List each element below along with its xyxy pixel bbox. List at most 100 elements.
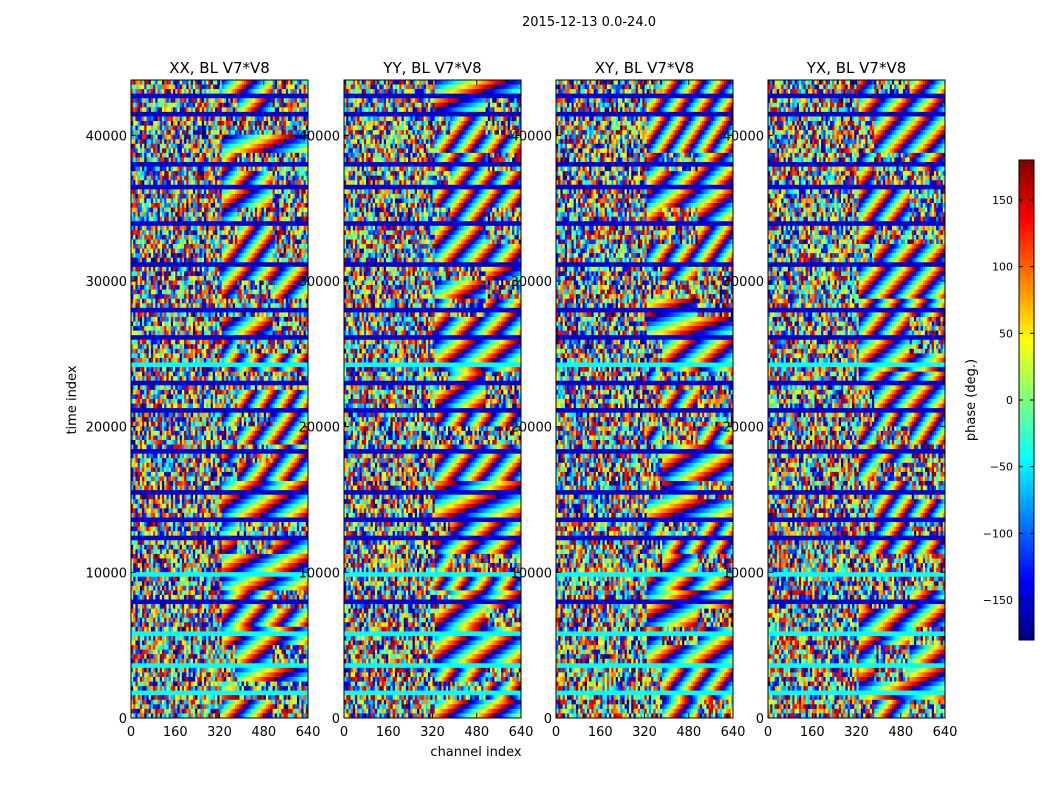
heatmap-cell bbox=[131, 134, 134, 140]
heatmap-cell bbox=[268, 216, 271, 222]
heatmap-cell bbox=[190, 230, 194, 236]
heatmap-cell bbox=[268, 111, 271, 117]
heatmap-cell bbox=[177, 248, 181, 254]
heatmap-cell bbox=[243, 166, 247, 172]
heatmap-cell bbox=[177, 180, 181, 186]
heatmap-cell bbox=[150, 80, 154, 85]
heatmap-cell bbox=[201, 130, 205, 136]
heatmap-cell bbox=[252, 148, 256, 154]
heatmap-cell bbox=[232, 143, 236, 149]
heatmap-cell bbox=[259, 244, 262, 250]
heatmap-cell bbox=[219, 234, 223, 240]
heatmap-cell bbox=[239, 171, 243, 177]
heatmap-cell bbox=[292, 148, 296, 154]
heatmap-cell bbox=[228, 148, 231, 154]
heatmap-cell bbox=[135, 157, 139, 163]
heatmap-cell bbox=[252, 107, 256, 113]
heatmap-cell bbox=[303, 289, 307, 295]
heatmap-cell bbox=[181, 166, 185, 172]
heatmap-cell bbox=[146, 93, 150, 99]
heatmap-cell bbox=[232, 152, 236, 158]
heatmap-cell bbox=[303, 189, 307, 195]
heatmap-cell bbox=[292, 280, 296, 286]
heatmap-cell bbox=[135, 143, 139, 149]
heatmap-cell bbox=[137, 212, 141, 218]
heatmap-cell bbox=[166, 102, 170, 108]
heatmap-cell bbox=[283, 189, 287, 195]
heatmap-cell bbox=[232, 348, 236, 354]
heatmap-cell bbox=[288, 139, 291, 145]
heatmap-cell bbox=[184, 166, 187, 172]
heatmap-cell bbox=[170, 326, 174, 332]
heatmap-cell bbox=[272, 107, 276, 113]
heatmap-cell bbox=[221, 253, 225, 259]
heatmap-cell bbox=[223, 180, 227, 186]
heatmap-cell bbox=[248, 134, 251, 140]
heatmap-cell bbox=[281, 230, 285, 236]
heatmap-cell bbox=[301, 175, 304, 181]
heatmap-cell bbox=[197, 84, 200, 90]
heatmap-cell bbox=[254, 212, 258, 218]
heatmap-cell bbox=[210, 198, 214, 204]
heatmap-cell bbox=[241, 203, 245, 208]
heatmap-cell bbox=[292, 166, 296, 172]
heatmap-cell bbox=[161, 257, 165, 263]
heatmap-cell bbox=[288, 143, 291, 149]
heatmap-cell bbox=[215, 93, 218, 99]
heatmap-cell bbox=[288, 93, 291, 99]
heatmap-cell bbox=[195, 80, 198, 85]
heatmap-cell bbox=[292, 207, 296, 213]
heatmap-cell bbox=[223, 216, 227, 222]
heatmap-cell bbox=[137, 203, 141, 208]
heatmap-cell bbox=[208, 98, 212, 104]
heatmap-cell bbox=[268, 348, 271, 354]
heatmap-cell bbox=[274, 93, 278, 99]
heatmap-cell bbox=[243, 148, 247, 154]
heatmap-cell bbox=[296, 203, 300, 208]
heatmap-cell bbox=[157, 148, 161, 154]
heatmap-cell bbox=[153, 166, 156, 172]
heatmap-cell bbox=[257, 225, 260, 231]
heatmap-cell bbox=[305, 84, 309, 90]
heatmap-cell bbox=[301, 216, 304, 222]
heatmap-cell bbox=[221, 107, 225, 113]
heatmap-cell bbox=[201, 203, 205, 208]
heatmap-cell bbox=[301, 166, 304, 172]
heatmap-cell bbox=[173, 157, 176, 163]
heatmap-cell bbox=[290, 221, 293, 227]
heatmap-cell bbox=[277, 321, 280, 327]
heatmap-cell bbox=[190, 239, 194, 245]
heatmap-cell bbox=[190, 125, 194, 131]
heatmap-cell bbox=[219, 152, 223, 158]
heatmap-cell bbox=[257, 111, 260, 117]
heatmap-cell bbox=[270, 198, 273, 204]
heatmap-cell bbox=[283, 335, 287, 341]
heatmap-cell bbox=[292, 303, 296, 309]
heatmap-cell bbox=[195, 303, 198, 309]
heatmap-cell bbox=[272, 152, 276, 158]
heatmap-cell bbox=[296, 198, 300, 204]
heatmap-cell bbox=[272, 166, 276, 172]
heatmap-cell bbox=[164, 162, 167, 167]
heatmap-cell bbox=[254, 125, 258, 131]
heatmap-cell bbox=[303, 339, 307, 345]
heatmap-cell bbox=[234, 134, 238, 140]
heatmap-cell bbox=[159, 134, 163, 140]
heatmap-cell bbox=[239, 130, 243, 136]
heatmap-cell bbox=[181, 121, 185, 126]
heatmap-cell bbox=[206, 175, 209, 181]
heatmap-cell bbox=[142, 116, 145, 122]
heatmap-cell bbox=[301, 116, 304, 122]
heatmap-cell bbox=[283, 80, 287, 85]
heatmap-cell bbox=[226, 234, 229, 240]
heatmap-cell bbox=[181, 102, 185, 108]
heatmap-cell bbox=[153, 234, 156, 240]
heatmap-cell bbox=[188, 89, 192, 95]
heatmap-cell bbox=[301, 234, 304, 240]
heatmap-cell bbox=[285, 98, 289, 104]
heatmap-cell bbox=[179, 234, 183, 240]
heatmap-cell bbox=[215, 143, 218, 149]
heatmap-cell bbox=[170, 221, 174, 227]
heatmap-cell bbox=[142, 193, 145, 199]
heatmap-cell bbox=[252, 216, 256, 222]
